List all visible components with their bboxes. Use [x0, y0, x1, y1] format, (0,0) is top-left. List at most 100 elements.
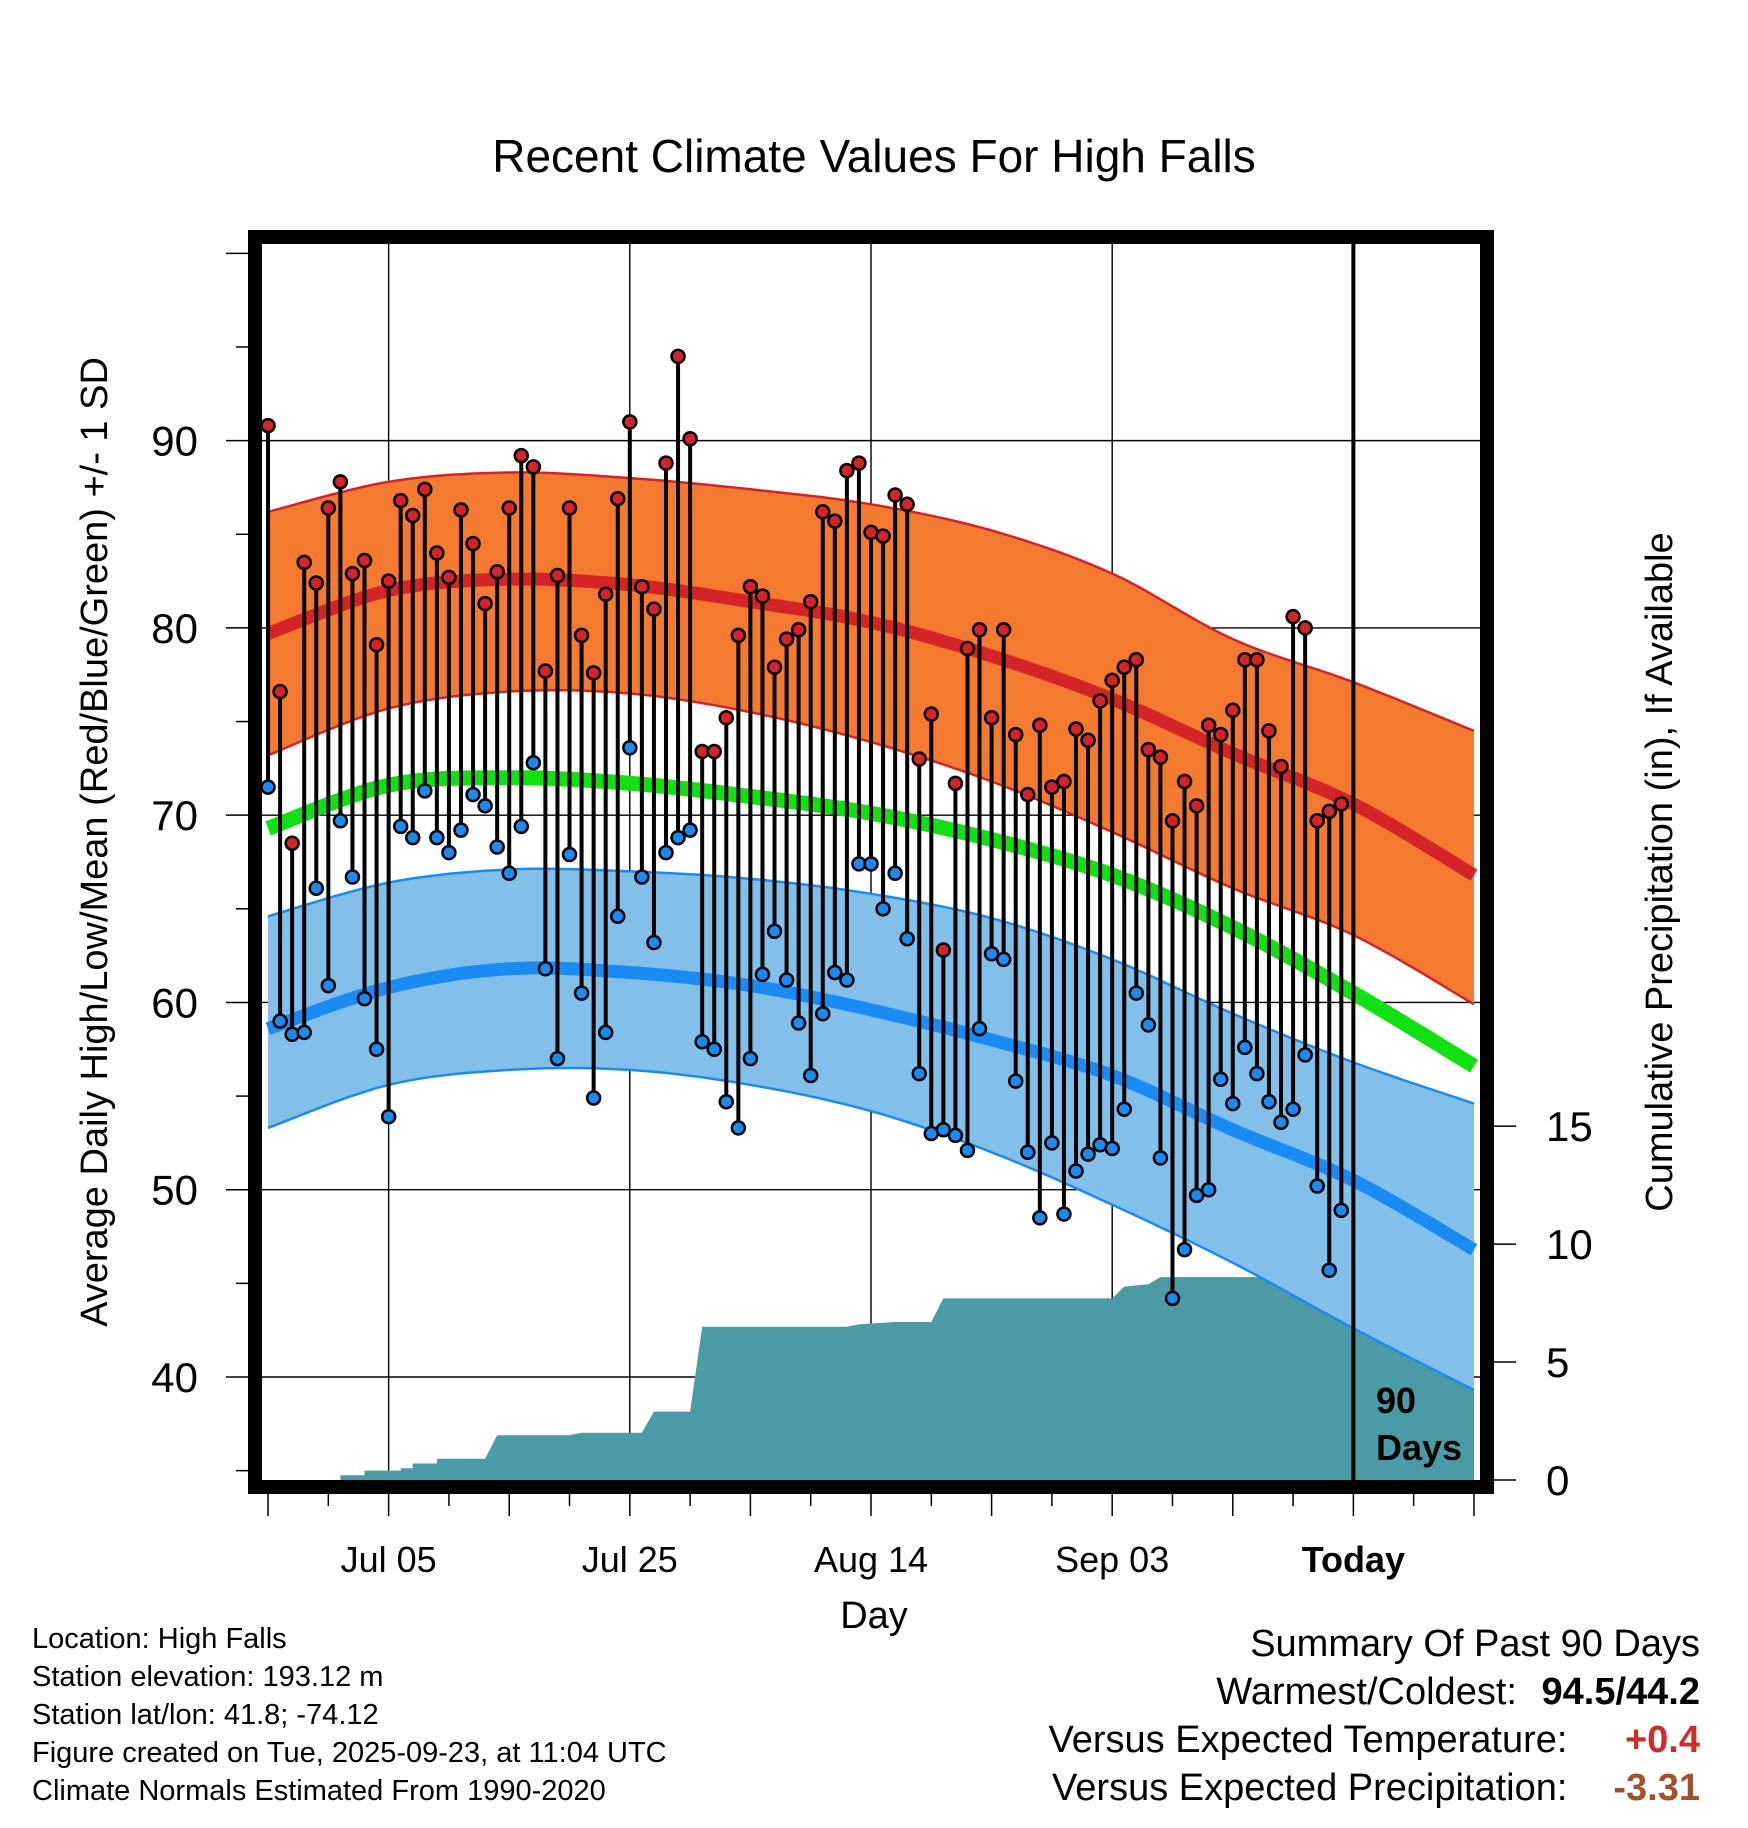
- daily-high-point: [537, 663, 554, 679]
- axes: 40 50 60 70 80 90 0 5 10 15 Jul 05 Jul 25 Aug 14 Sep …: [151, 252, 1593, 1580]
- daily-low-point: [1068, 1163, 1084, 1179]
- y2-axis-label: Cumulative Precipitation (in), If Availa…: [1639, 532, 1681, 1211]
- daily-high-point: [308, 575, 325, 591]
- chart-title: Recent Climate Values For High Falls: [492, 130, 1256, 182]
- daily-high-point: [585, 665, 602, 681]
- daily-high-point: [971, 622, 988, 638]
- daily-low-point: [404, 829, 421, 846]
- daily-high-point: [1044, 779, 1060, 795]
- daily-low-point: [344, 869, 361, 885]
- y-tick-label: 70: [151, 792, 198, 839]
- summary-heading: Summary Of Past 90 Days: [1250, 1623, 1700, 1665]
- daily-high-point: [1321, 803, 1338, 820]
- daily-low-point: [959, 1142, 976, 1159]
- daily-high-point: [622, 414, 638, 430]
- daily-low-point: [573, 985, 590, 1001]
- daily-low-point: [1164, 1290, 1181, 1307]
- daily-low-point: [1237, 1039, 1253, 1056]
- daily-high-point: [1007, 726, 1024, 743]
- daily-high-point: [887, 487, 903, 503]
- daily-high-point: [1309, 813, 1325, 829]
- daily-high-point: [489, 563, 505, 580]
- y2-tick-label: 5: [1546, 1339, 1569, 1386]
- daily-low-point: [682, 822, 698, 838]
- daily-low-point: [742, 1050, 759, 1067]
- daily-low-point: [1249, 1065, 1265, 1082]
- daily-low-point: [1333, 1202, 1350, 1219]
- summary-warmest-label: Warmest/Coldest:: [1216, 1671, 1517, 1713]
- daily-high-point: [1032, 717, 1048, 734]
- daily-low-point: [501, 865, 517, 881]
- daily-low-point: [489, 839, 505, 855]
- daily-high-point: [959, 640, 976, 657]
- daily-low-point: [778, 972, 795, 988]
- daily-high-point: [429, 545, 445, 561]
- daily-low-point: [585, 1090, 602, 1106]
- daily-low-point: [971, 1020, 988, 1037]
- daily-low-point: [368, 1041, 385, 1058]
- daily-high-point: [453, 502, 469, 518]
- daily-high-point: [1020, 786, 1036, 803]
- daily-low-point: [262, 779, 276, 795]
- daily-high-point: [392, 492, 409, 509]
- y-tick-label: 90: [151, 418, 198, 465]
- daily-low-point: [296, 1024, 312, 1041]
- daily-low-point: [899, 931, 915, 947]
- summary-precip-value: -3.31: [1613, 1767, 1700, 1809]
- daily-low-point: [658, 844, 674, 861]
- daily-high-point: [718, 710, 735, 726]
- x-axis-label: Day: [840, 1595, 908, 1637]
- daily-high-point: [646, 601, 662, 617]
- daily-low-point: [802, 1067, 819, 1084]
- daily-high-point: [296, 554, 312, 571]
- daily-low-point: [1104, 1140, 1120, 1157]
- daily-low-point: [549, 1050, 566, 1067]
- low-sd-band-upper-edge: [267, 867, 1475, 1105]
- daily-high-point: [923, 706, 940, 722]
- daily-low-point: [887, 865, 903, 881]
- info-normals: Climate Normals Estimated From 1990-2020: [32, 1775, 606, 1807]
- low-normal-line: [265, 961, 1478, 1256]
- x-tick-label: Sep 03: [1055, 1539, 1169, 1580]
- y2-tick-label: 10: [1546, 1221, 1593, 1268]
- daily-high-point: [742, 578, 759, 595]
- daily-low-point: [718, 1093, 735, 1110]
- daily-low-point: [827, 964, 843, 981]
- daily-high-point: [947, 775, 964, 792]
- summary-temp-label: Versus Expected Temperature:: [1048, 1719, 1568, 1761]
- daily-high-point: [658, 455, 674, 471]
- y-axis-label: Average Daily High/Low/Mean (Red/Blue/Gr…: [74, 357, 116, 1327]
- daily-low-point: [983, 946, 1000, 962]
- daily-low-point: [1140, 1017, 1157, 1033]
- daily-high-point: [1297, 620, 1313, 636]
- daily-high-point: [1092, 693, 1108, 709]
- daily-low-point: [356, 990, 373, 1007]
- daily-low-point: [453, 822, 469, 838]
- daily-low-point: [320, 977, 337, 994]
- daily-low-point: [706, 1041, 722, 1058]
- daily-low-point: [441, 844, 457, 861]
- daily-low-point: [561, 846, 578, 863]
- daily-low-point: [1212, 1071, 1229, 1087]
- y2-tick-label: 15: [1546, 1103, 1593, 1150]
- daily-high-point: [1261, 723, 1277, 739]
- daily-low-point: [863, 856, 879, 872]
- daily-low-point: [1309, 1178, 1325, 1194]
- daily-low-point: [1200, 1181, 1217, 1198]
- info-created: Figure created on Tue, 2025-09-23, at 11…: [32, 1737, 667, 1769]
- daily-low-point: [1321, 1262, 1338, 1279]
- daily-high-point: [1080, 732, 1096, 749]
- daily-low-point: [1007, 1073, 1024, 1089]
- daily-high-point: [1188, 798, 1205, 814]
- daily-low-point: [1056, 1206, 1072, 1222]
- daily-low-point: [477, 798, 493, 814]
- daily-high-point: [1200, 717, 1217, 734]
- summary-temp-row: Versus Expected Temperature: +0.4: [1049, 1716, 1700, 1764]
- daily-high-point: [1164, 813, 1181, 829]
- x-tick-label: Jul 25: [582, 1539, 678, 1580]
- daily-high-point: [332, 474, 349, 490]
- daily-high-point: [1056, 773, 1072, 790]
- daily-high-point: [417, 481, 433, 498]
- daily-high-point: [790, 622, 807, 638]
- plot-area: [262, 244, 1480, 1480]
